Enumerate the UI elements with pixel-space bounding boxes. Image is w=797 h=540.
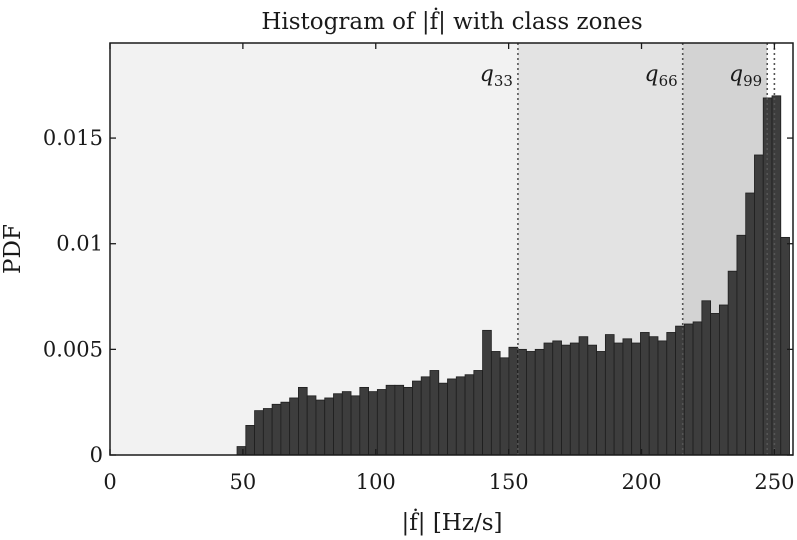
histogram-bar <box>692 321 703 456</box>
histogram-bar <box>482 329 492 456</box>
y-axis-title: PDF <box>0 224 26 274</box>
histogram-bar <box>683 323 694 456</box>
y-tick-label: 0.015 <box>43 126 103 150</box>
histogram-bar <box>289 397 299 456</box>
histogram-bar <box>341 391 352 456</box>
histogram-bar <box>464 374 475 456</box>
histogram-bar <box>534 348 545 456</box>
histogram-bar <box>587 344 598 456</box>
histogram-bar <box>394 384 405 456</box>
histogram-bar <box>306 395 317 456</box>
x-tick-label: 50 <box>230 470 257 494</box>
histogram-bar <box>517 348 527 456</box>
histogram-bar <box>701 300 712 456</box>
histogram-bar <box>613 342 624 456</box>
histogram-bar <box>499 357 510 456</box>
histogram-bar <box>780 236 790 456</box>
histogram-bar <box>561 344 571 456</box>
histogram-bar <box>254 410 264 456</box>
histogram-bar <box>675 325 685 456</box>
histogram-bar <box>771 95 782 456</box>
histogram-bar <box>350 395 361 456</box>
histogram-bar <box>271 403 282 456</box>
histogram-bar <box>420 376 431 456</box>
histogram-bar <box>657 340 668 456</box>
histogram-bar <box>718 304 729 456</box>
y-tick-label: 0.005 <box>43 337 103 361</box>
histogram-bar <box>666 332 676 456</box>
histogram-bar <box>368 391 378 456</box>
histogram-bar <box>578 336 589 456</box>
x-tick-label: 200 <box>621 470 661 494</box>
histogram-bar <box>543 342 554 456</box>
x-tick-label: 100 <box>356 470 396 494</box>
histogram-bar <box>236 446 247 456</box>
histogram-bar <box>280 401 291 456</box>
histogram-bar <box>315 399 326 456</box>
histogram-bar <box>447 378 457 456</box>
histogram-bar <box>412 380 422 456</box>
histogram-bar <box>552 340 562 456</box>
histogram-bar <box>648 336 659 456</box>
y-axis-ticks: 0 0.005 0.01 0.015 <box>43 126 793 467</box>
y-tick-label: 0 <box>90 443 103 467</box>
x-tick-label: 150 <box>489 470 529 494</box>
histogram-bar <box>324 397 334 456</box>
y-tick-label: 0.01 <box>56 232 103 256</box>
x-axis-title: |ḟ| [Hz/s] <box>402 509 503 536</box>
histogram-bar <box>385 384 396 456</box>
histogram-bar <box>490 351 501 456</box>
histogram-bar <box>640 332 650 456</box>
class-zones <box>110 43 793 455</box>
histogram-bar <box>710 313 720 456</box>
histogram-bar <box>596 351 606 456</box>
histogram-bar <box>429 370 440 456</box>
histogram-bar <box>438 382 448 456</box>
histogram-bar <box>403 386 413 456</box>
x-tick-label: 0 <box>103 470 116 494</box>
histogram-bar <box>631 342 641 456</box>
histogram-bar <box>526 351 536 456</box>
histogram-bar <box>736 234 747 456</box>
histogram-bar <box>508 346 519 456</box>
x-axis-ticks: 0 50 100 150 200 250 <box>103 43 794 494</box>
histogram-bar <box>745 192 755 456</box>
histogram-bar <box>762 97 773 456</box>
histogram-bar <box>754 154 764 456</box>
histogram-bar <box>262 408 273 456</box>
histogram-bar <box>298 386 308 456</box>
x-tick-label: 250 <box>754 470 794 494</box>
histogram-bar <box>359 386 369 456</box>
histogram-bar <box>245 425 255 456</box>
histogram-bar <box>455 376 466 456</box>
histogram-bar <box>376 389 387 456</box>
histogram-bar <box>569 342 580 456</box>
chart-title: Histogram of |ḟ| with class zones <box>261 8 642 35</box>
plot-frame <box>109 42 794 456</box>
histogram-bar <box>473 370 483 456</box>
histogram-bars <box>236 95 790 456</box>
histogram-bar <box>604 334 615 456</box>
histogram-bar <box>333 393 343 456</box>
histogram-bar <box>622 338 633 456</box>
histogram-bar <box>727 270 738 456</box>
